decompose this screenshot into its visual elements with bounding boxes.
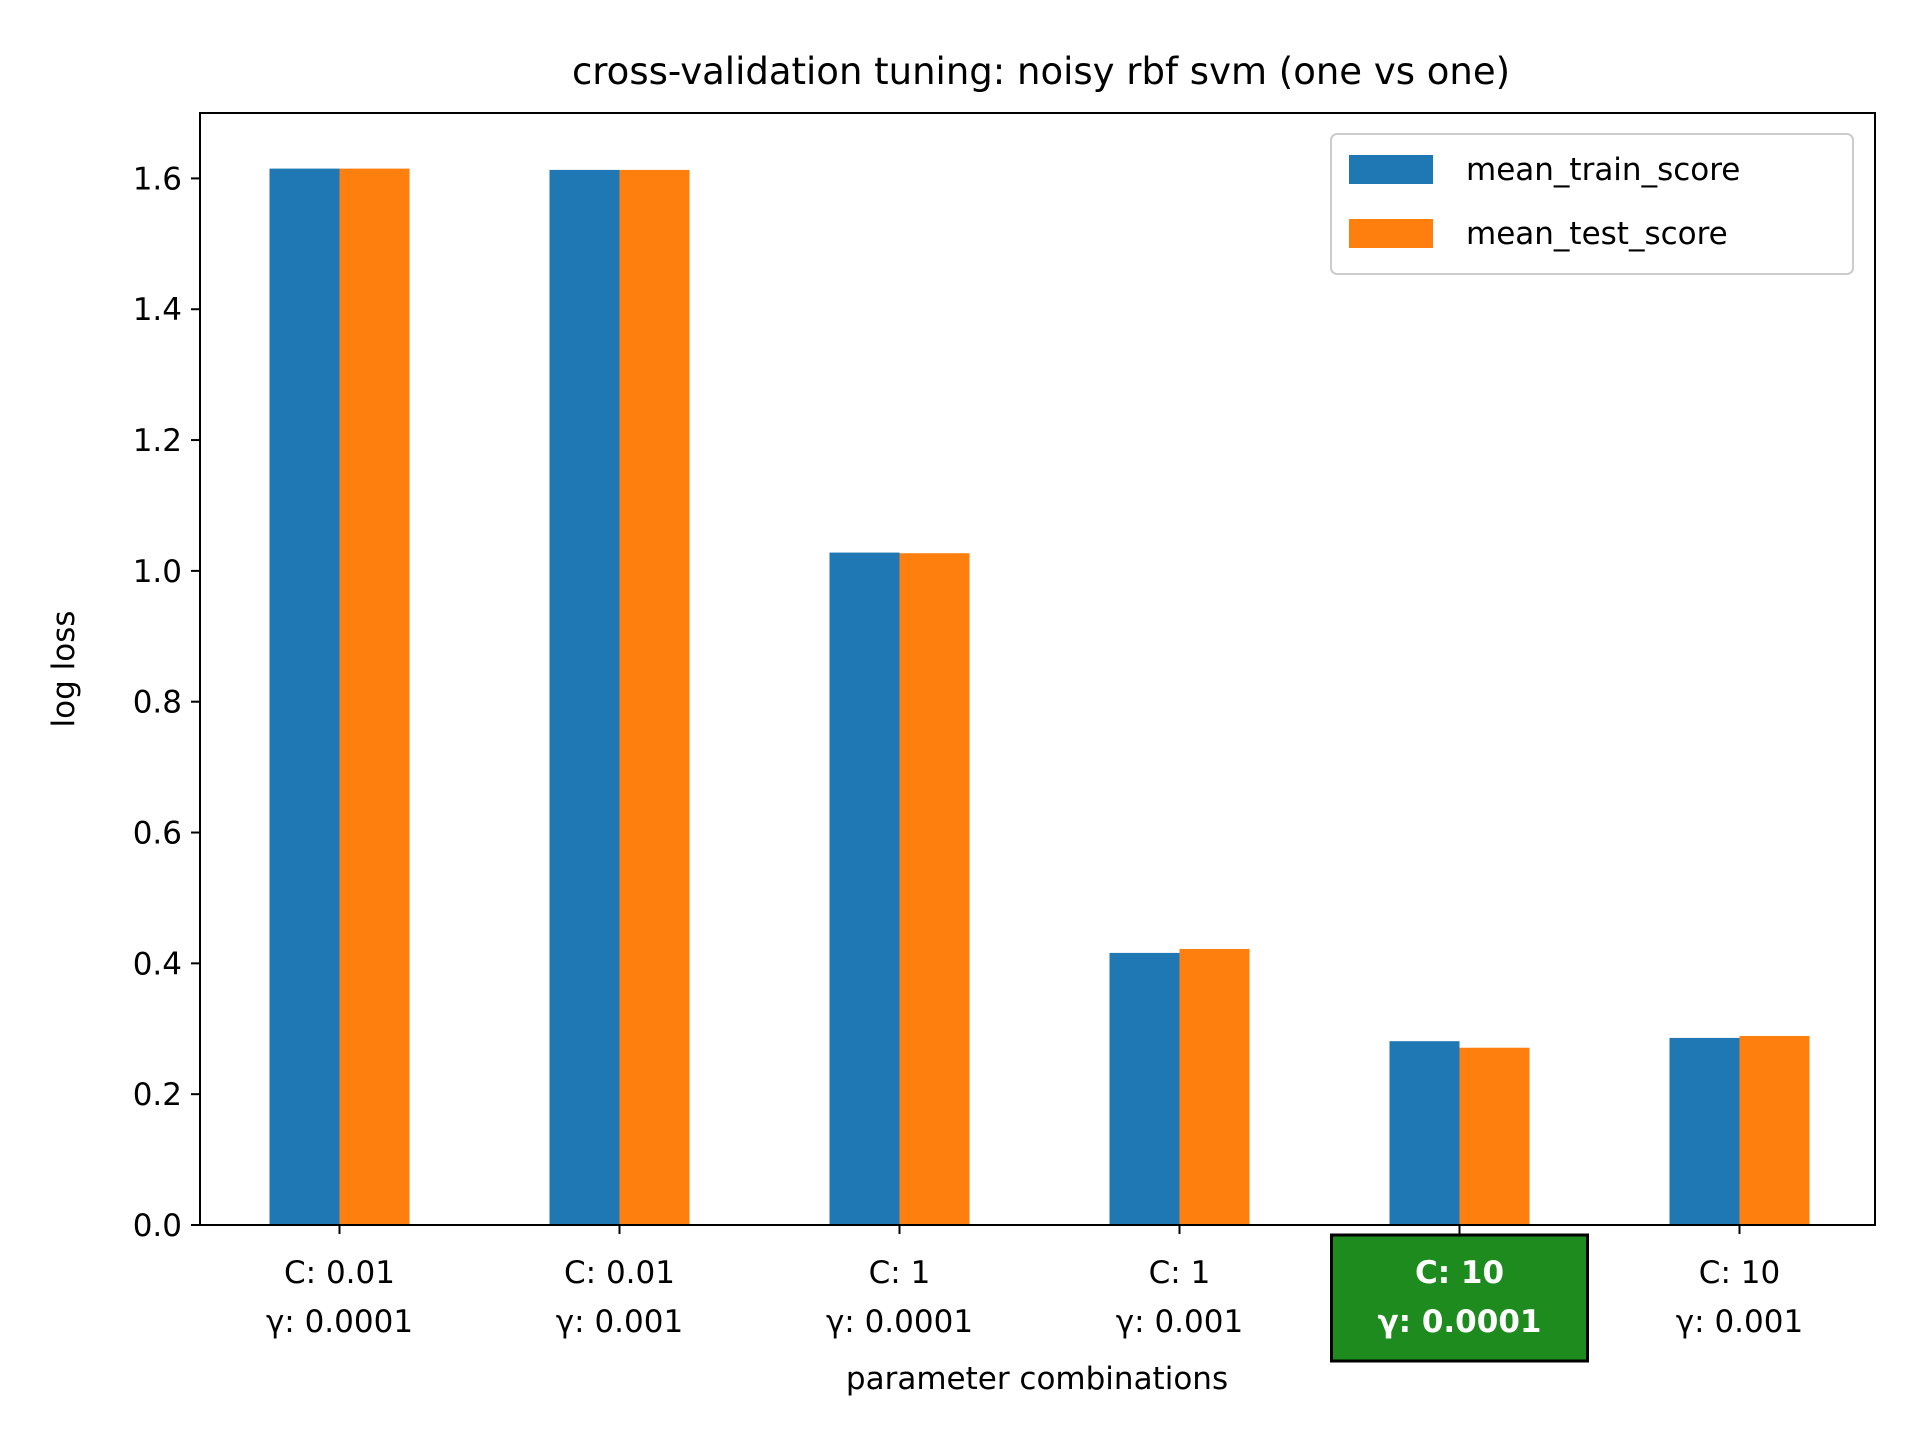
- legend-label-test: mean_test_score: [1466, 216, 1728, 252]
- bars-group: [269, 168, 1810, 1226]
- y-tick-label: 1.2: [133, 423, 182, 459]
- plot-background: [200, 113, 1875, 1225]
- bar-mean_test_score-4: [1459, 1047, 1530, 1225]
- y-tick-label: 0.2: [133, 1077, 182, 1113]
- bar-mean_train_score-1: [549, 169, 620, 1226]
- x-tick-label-line2: γ: 0.0001: [1378, 1304, 1542, 1340]
- x-tick-label-2: C: 1 γ: 0.0001: [826, 1255, 973, 1340]
- plot-frame: [199, 112, 1876, 1226]
- x-tick-label-4: C: 10 γ: 0.0001: [1330, 1233, 1589, 1363]
- legend-frame: [1330, 133, 1854, 275]
- x-axis-label: parameter combinations: [846, 1361, 1228, 1397]
- x-tick-label-line2: γ: 0.001: [1676, 1304, 1803, 1340]
- legend-swatch-train: [1349, 155, 1433, 184]
- x-tick-label-line1: C: 0.01: [284, 1255, 395, 1291]
- y-tick-label: 1.6: [133, 161, 182, 197]
- bar-mean_test_score-3: [1179, 948, 1250, 1225]
- x-tick-label-1: C: 0.01 γ: 0.001: [556, 1255, 683, 1340]
- x-tick-label-3: C: 1 γ: 0.001: [1116, 1255, 1243, 1340]
- bar-mean_train_score-3: [1109, 952, 1180, 1225]
- bar-mean_test_score-0: [339, 168, 410, 1226]
- plot-area: [200, 113, 1875, 1225]
- x-tick-label-5: C: 10 γ: 0.001: [1676, 1255, 1803, 1340]
- best-params-highlight-box: [1330, 1233, 1589, 1363]
- bar-mean_train_score-2: [829, 552, 900, 1225]
- y-axis: 0.0 0.2 0.4 0.6 0.8 1.0 1.2 1.4 1.6: [133, 161, 200, 1244]
- x-axis: C: 0.01 γ: 0.0001 C: 0.01 γ: 0.001 C: 1 γ: 0.…: [266, 1225, 1803, 1363]
- x-tick-label-line1: C: 10: [1415, 1255, 1504, 1291]
- bar-mean_train_score-0: [269, 168, 340, 1226]
- x-tick-label-line1: C: 1: [869, 1255, 931, 1291]
- legend-swatch-test: [1349, 219, 1433, 248]
- x-tick-label-line2: γ: 0.001: [1116, 1304, 1243, 1340]
- y-tick-label: 1.4: [133, 292, 182, 328]
- y-tick-label: 0.6: [133, 816, 182, 852]
- x-tick-label-line1: C: 0.01: [564, 1255, 675, 1291]
- chart-title: cross-validation tuning: noisy rbf svm (…: [572, 50, 1510, 93]
- bar-mean_train_score-4: [1389, 1041, 1460, 1225]
- y-tick-label: 0.0: [133, 1208, 182, 1244]
- y-axis-label: log loss: [46, 611, 82, 728]
- x-tick-label-line1: C: 10: [1699, 1255, 1780, 1291]
- legend-label-train: mean_train_score: [1466, 152, 1740, 188]
- x-tick-label-line2: γ: 0.001: [556, 1304, 683, 1340]
- x-tick-label-line2: γ: 0.0001: [266, 1304, 413, 1340]
- bar-mean_train_score-5: [1669, 1037, 1740, 1225]
- y-tick-label: 0.8: [133, 685, 182, 721]
- x-tick-label-line2: γ: 0.0001: [826, 1304, 973, 1340]
- bar-mean_test_score-1: [619, 169, 690, 1226]
- x-tick-label-line1: C: 1: [1149, 1255, 1211, 1291]
- bar-mean_test_score-2: [899, 553, 970, 1225]
- y-tick-label: 0.4: [133, 946, 182, 982]
- legend: mean_train_score mean_test_score: [1330, 133, 1854, 275]
- y-tick-label: 1.0: [133, 554, 182, 590]
- x-tick-label-0: C: 0.01 γ: 0.0001: [266, 1255, 413, 1340]
- bar-mean_test_score-5: [1739, 1035, 1810, 1225]
